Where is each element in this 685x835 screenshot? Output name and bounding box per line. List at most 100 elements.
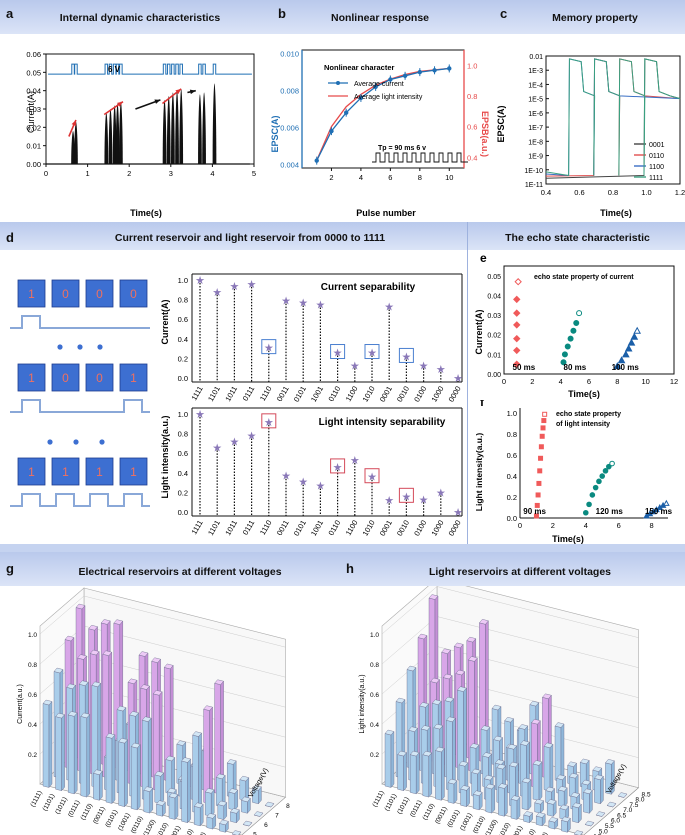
panel-f-marker-90ms (539, 433, 545, 439)
panel-h-bar-top (518, 724, 529, 730)
panel-a-spike (166, 96, 171, 164)
panel-g-category-label: (0110) (130, 815, 145, 834)
panel-d-highlight-box (261, 413, 277, 429)
panel-h-bar-top (455, 669, 466, 676)
panel-g-bar-top (127, 678, 138, 684)
panel-d-star: ★ (264, 343, 274, 355)
panel-h-bar-side (538, 761, 543, 802)
panel-g-bar-top (64, 635, 75, 642)
panel-d-input-box (119, 457, 148, 486)
panel-d-category-label: 0001 (378, 519, 394, 538)
panel-h-bar-front (521, 781, 529, 811)
panel-d-input-box (17, 363, 46, 392)
panel-h-zgrid (381, 616, 438, 665)
panel-d-waveform (10, 493, 150, 507)
panel-h-vtick-label: 5.0 (599, 828, 608, 835)
panel-d-star: ★ (229, 436, 239, 448)
panel-b-point-current (373, 84, 378, 90)
panel-h-bar-top (485, 783, 496, 790)
panel-c-xtick-label: 1.0 (641, 188, 651, 197)
panel-d-title: Current reservoir and light reservoir fr… (114, 232, 386, 244)
panel-h-bar-front (534, 802, 541, 814)
panel-h-bar-top (606, 801, 617, 808)
panel-g-bar-top (143, 786, 154, 792)
panel-g-vtick-label: 7 (275, 812, 279, 819)
panel-g-bar-side (86, 713, 90, 798)
panel-g-bar-front (80, 716, 87, 798)
panel-a-ytick-label: 0.05 (26, 68, 41, 77)
panel-e-xtick-label: 4 (559, 377, 563, 386)
panel-g-ztick-label: 0.8 (28, 662, 37, 669)
panel-g-bar-front (131, 746, 138, 811)
panel-f-marker-120ms (606, 463, 612, 470)
panel-e-marker-50ms (513, 360, 521, 368)
panel-g-bar-top (67, 711, 78, 717)
panel-g-bar-top (176, 740, 187, 746)
panel-d-input-box (51, 279, 80, 308)
panel-e-label-80ms: 80 ms (564, 363, 587, 372)
panel-e-marker-80ms (576, 310, 583, 317)
panel-f-marker-90ms (537, 468, 543, 474)
panel-h-bar-front (473, 793, 480, 811)
panel-c-ytick-label: 1E-9 (528, 154, 543, 161)
panel-e-ytick-label: 0.00 (487, 372, 501, 379)
panel-d-star: ★ (367, 472, 377, 484)
panel-h-bar-side (453, 780, 458, 805)
panel-a-arrowhead (189, 89, 196, 95)
panel-f-ytick-label: 0.4 (507, 472, 517, 481)
panel-g-bar-front (228, 791, 235, 811)
panel-f-ytick-label: 0.0 (507, 514, 517, 523)
panel-letter-d: d (6, 230, 14, 245)
panel-g-bar-side (149, 787, 153, 814)
divider-horizontal (0, 544, 685, 552)
panel-a-spike (104, 112, 109, 164)
panel-d-category-label: 0000 (447, 519, 463, 538)
panel-d-ellipsis-dot (47, 439, 53, 445)
panel-e-marker-50ms (513, 334, 521, 343)
panel-e-ytick-label: 0.05 (487, 274, 501, 281)
panel-d-ytick-label: 0.6 (178, 449, 188, 458)
panel-h-bar-top (442, 673, 453, 680)
panel-g-vtick-label: 5 (253, 831, 257, 835)
panel-d-input-box (85, 457, 114, 486)
panel-d-star: ★ (298, 477, 308, 489)
panel-g-bar-top (168, 792, 179, 799)
panel-g-bar-top (228, 788, 239, 794)
panel-f-marker-90ms (535, 492, 541, 498)
panel-d-chart: 1 0 0 01 0 0 11 1 1 1 0.00.20.40.60.81.0 ★1111★110… (10, 273, 463, 538)
panel-h-bar-top (531, 718, 541, 725)
panel-h-bar-top (579, 758, 590, 765)
panel-f-marker-90ms (538, 444, 544, 450)
panel-g-bar-front (192, 734, 199, 814)
panel-d-category-label: 0011 (275, 519, 291, 537)
panel-b-line-current (316, 67, 450, 161)
panel-h-bar-side (441, 747, 445, 801)
panel-f-xtick-label: 6 (617, 521, 621, 530)
panel-a-ylabel: Current(A) (26, 91, 36, 133)
panel-e-marker-50ms (513, 309, 521, 317)
panel-d-input-box (119, 363, 148, 392)
panel-c-ytick-label: 1E-5 (528, 97, 543, 104)
panel-d-category-label: 0111 (241, 519, 257, 537)
panel-g-category-label: (0010) (180, 828, 195, 835)
panel-d-input-digit: 0 (96, 287, 103, 301)
panel-h-ztick-label: 0.8 (370, 662, 379, 669)
panel-h-bar-top (568, 772, 579, 779)
panel-h-bar-top (570, 792, 581, 798)
panel-h-bar-top (498, 783, 508, 789)
panel-g-category-label: (1100) (142, 818, 157, 835)
panel-c-ytick-label: 1E-10 (524, 168, 543, 175)
panel-b-point-current (343, 110, 349, 115)
panel-h-bar-top (422, 750, 433, 757)
panel-h-bar-top (431, 699, 442, 705)
panel-d-category-label: 1100 (344, 385, 360, 403)
panel-h-bar-top (567, 761, 577, 767)
panel-h-bar-front (397, 754, 404, 791)
panel-a-ytick-label: 0.01 (26, 142, 41, 151)
panel-g-bar-top (66, 683, 76, 690)
panel-g-bar-top (230, 808, 240, 814)
panel-letter-c: c (500, 6, 508, 21)
panel-d-input-digit: 1 (130, 465, 137, 479)
panel-e-xlabel: Time(s) (568, 389, 600, 399)
panel-g-bar-top (55, 712, 65, 719)
